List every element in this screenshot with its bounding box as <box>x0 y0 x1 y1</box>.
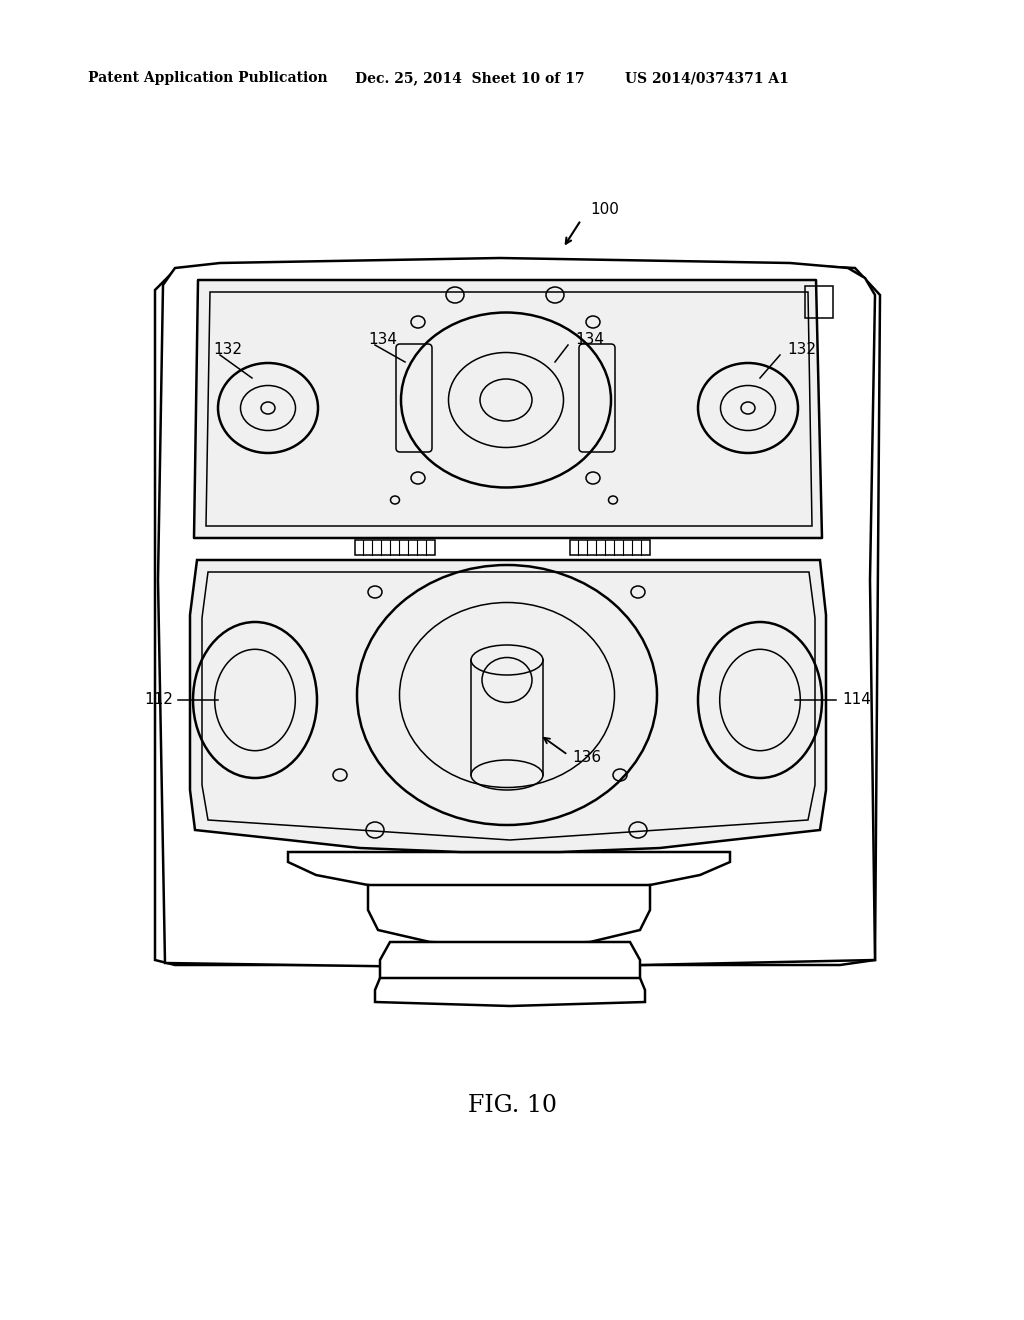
Text: 136: 136 <box>572 751 601 766</box>
Text: 100: 100 <box>590 202 618 218</box>
Text: Dec. 25, 2014  Sheet 10 of 17: Dec. 25, 2014 Sheet 10 of 17 <box>355 71 585 84</box>
PathPatch shape <box>158 257 874 968</box>
Text: FIG. 10: FIG. 10 <box>468 1093 556 1117</box>
Text: Patent Application Publication: Patent Application Publication <box>88 71 328 84</box>
Polygon shape <box>155 261 880 965</box>
Bar <box>355 540 435 554</box>
Text: 112: 112 <box>144 693 173 708</box>
Polygon shape <box>375 978 645 1006</box>
Text: 114: 114 <box>842 693 870 708</box>
Text: 134: 134 <box>575 333 604 347</box>
Polygon shape <box>380 942 640 993</box>
Bar <box>570 540 650 554</box>
Polygon shape <box>190 560 826 851</box>
Text: 134: 134 <box>368 333 397 347</box>
Polygon shape <box>194 280 822 539</box>
Polygon shape <box>368 884 650 945</box>
Text: 132: 132 <box>213 342 242 358</box>
Text: US 2014/0374371 A1: US 2014/0374371 A1 <box>625 71 788 84</box>
Text: 132: 132 <box>787 342 816 358</box>
Polygon shape <box>288 851 730 894</box>
